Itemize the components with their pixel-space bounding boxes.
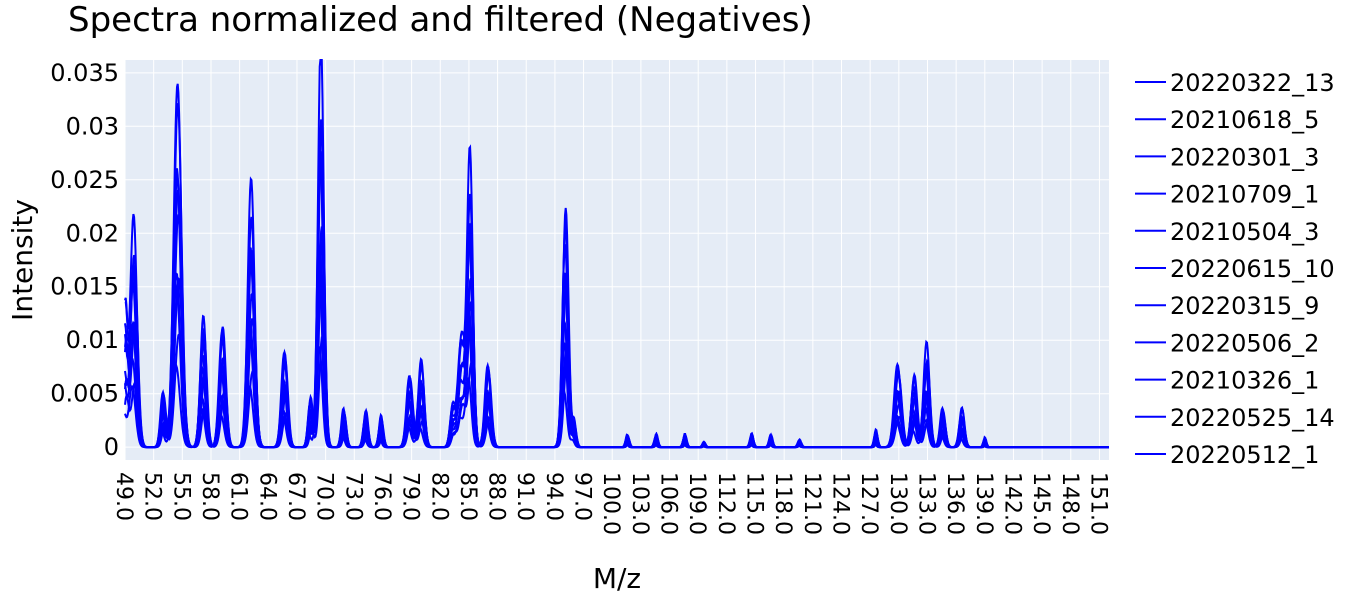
x-tick-label: 76.0 [369, 472, 394, 521]
x-tick-label: 73.0 [340, 472, 365, 521]
x-tick-label: 112.0 [713, 472, 738, 535]
legend-item[interactable]: 20220506_2 [1135, 329, 1319, 357]
y-axis-title: Intensity [6, 199, 39, 321]
x-tick-label: 121.0 [799, 472, 824, 535]
y-tick-label: 0.03 [66, 112, 119, 140]
x-axis-title: M/z [593, 562, 641, 595]
x-tick-label: 88.0 [484, 472, 509, 521]
legend-item[interactable]: 20220525_14 [1135, 404, 1335, 432]
x-tick-label: 82.0 [426, 472, 451, 521]
x-tick-label: 79.0 [398, 472, 423, 521]
x-tick-label: 49.0 [111, 472, 136, 521]
y-tick-label: 0.01 [66, 326, 119, 354]
legend-item[interactable]: 20220315_9 [1135, 292, 1319, 320]
legend-item[interactable]: 20220615_10 [1135, 255, 1335, 283]
legend-item[interactable]: 20210709_1 [1135, 181, 1319, 209]
legend-label: 20210504_3 [1170, 218, 1319, 246]
series-line [124, 345, 1109, 449]
x-tick-label: 52.0 [140, 472, 165, 521]
plot-area [125, 60, 1109, 460]
legend-label: 20220615_10 [1170, 255, 1335, 283]
x-tick-label: 136.0 [942, 472, 967, 535]
legend-label: 20220525_14 [1170, 404, 1335, 432]
legend-item[interactable]: 20210504_3 [1135, 218, 1319, 246]
legend-item[interactable]: 20220322_13 [1135, 69, 1335, 97]
legend[interactable]: 20220322_13 20210618_5 20220301_3 20210709_… [1135, 69, 1335, 469]
x-tick-label: 91.0 [512, 472, 537, 521]
y-tick-label: 0 [104, 433, 119, 461]
x-tick-label: 94.0 [541, 472, 566, 521]
legend-item[interactable]: 20220301_3 [1135, 143, 1319, 171]
x-tick-label: 118.0 [770, 472, 795, 535]
legend-label: 20220301_3 [1170, 143, 1319, 171]
legend-label: 20220512_1 [1170, 441, 1319, 469]
x-tick-label: 133.0 [913, 472, 938, 535]
legend-label: 20220315_9 [1170, 292, 1319, 320]
legend-item[interactable]: 20210618_5 [1135, 106, 1319, 134]
x-tick-label: 130.0 [885, 472, 910, 535]
x-tick-label: 124.0 [828, 472, 853, 535]
x-tick-label: 151.0 [1085, 472, 1110, 535]
x-tick-label: 70.0 [312, 472, 337, 521]
y-tick-label: 0.005 [50, 380, 119, 408]
x-tick-label: 106.0 [656, 472, 681, 535]
legend-label: 20210618_5 [1170, 106, 1319, 134]
x-tick-label: 85.0 [455, 472, 480, 521]
y-tick-label: 0.02 [66, 219, 119, 247]
x-tick-label: 148.0 [1057, 472, 1082, 535]
y-axis-ticks: 0 0.005 0.01 0.015 0.02 0.025 0.03 0.035 [50, 59, 119, 461]
legend-label: 20220322_13 [1170, 69, 1335, 97]
x-tick-label: 142.0 [999, 472, 1024, 535]
x-tick-label: 55.0 [168, 472, 193, 521]
chart-title: Spectra normalized and filtered (Negativ… [68, 0, 813, 40]
legend-label: 20220506_2 [1170, 329, 1319, 357]
x-tick-label: 103.0 [627, 472, 652, 535]
y-tick-label: 0.035 [50, 59, 119, 87]
x-axis-ticks: 49.0 52.0 55.0 58.0 61.0 64.0 67.0 70.0 73.0 76.0… [111, 472, 1110, 535]
x-tick-label: 127.0 [856, 472, 881, 535]
x-tick-label: 109.0 [684, 472, 709, 535]
x-tick-label: 100.0 [598, 472, 623, 535]
legend-label: 20210709_1 [1170, 181, 1319, 209]
x-tick-label: 145.0 [1028, 472, 1053, 535]
legend-label: 20210326_1 [1170, 367, 1319, 395]
x-tick-label: 115.0 [742, 472, 767, 535]
x-tick-label: 58.0 [197, 472, 222, 521]
x-tick-label: 97.0 [570, 472, 595, 521]
x-tick-label: 139.0 [971, 472, 996, 535]
y-tick-label: 0.025 [50, 166, 119, 194]
y-tick-label: 0.015 [50, 273, 119, 301]
x-tick-label: 67.0 [283, 472, 308, 521]
legend-item[interactable]: 20210326_1 [1135, 367, 1319, 395]
x-tick-label: 61.0 [226, 472, 251, 521]
series-lines [124, 59, 1109, 449]
legend-item[interactable]: 20220512_1 [1135, 441, 1319, 469]
x-tick-label: 64.0 [254, 472, 279, 521]
